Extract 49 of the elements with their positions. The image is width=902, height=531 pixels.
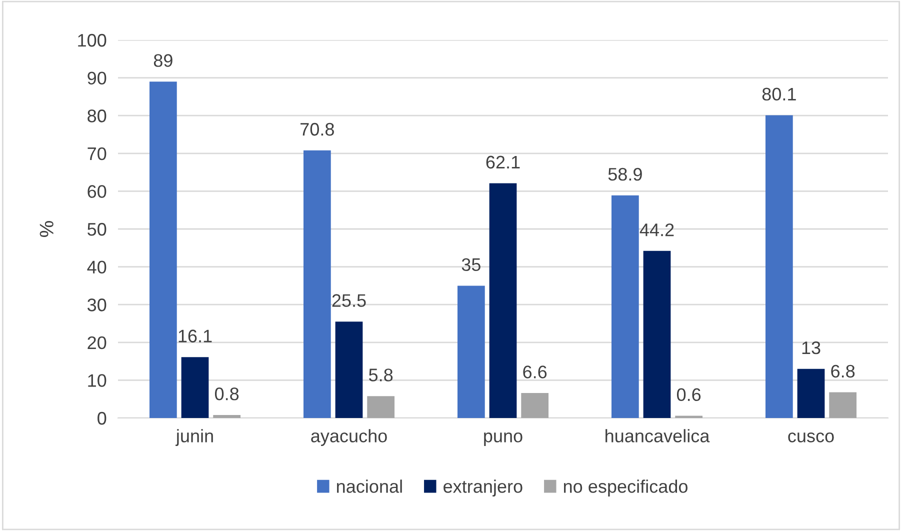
- y-tick-label: 50: [88, 222, 106, 236]
- x-tick-label: huancavelica: [606, 429, 710, 442]
- y-tick-label: 20: [88, 336, 106, 350]
- bar: [367, 396, 395, 418]
- y-tick-label: 100: [78, 34, 106, 47]
- bar: [303, 150, 331, 418]
- data-label: 13: [802, 341, 820, 354]
- y-tick-label: 80: [88, 110, 106, 122]
- x-tick-label: junin: [175, 429, 213, 446]
- y-tick-label: 10: [88, 374, 106, 387]
- data-label: 0.6: [676, 388, 701, 402]
- data-label: 5.8: [369, 368, 393, 382]
- bar: [521, 393, 549, 418]
- bar: [181, 357, 209, 418]
- bar: [829, 392, 857, 418]
- data-label: 0.8: [214, 388, 239, 400]
- y-tick-label: 0: [98, 412, 106, 425]
- legend-label: extranjero: [444, 480, 522, 496]
- y-tick-label: 90: [88, 72, 106, 85]
- data-label: 6.8: [831, 364, 855, 378]
- data-label: 35: [462, 258, 480, 272]
- bar: [149, 82, 177, 418]
- data-label: 58.9: [608, 168, 642, 181]
- data-label: 6.6: [523, 366, 547, 378]
- data-label: 44.2: [640, 223, 674, 236]
- y-tick-label: 60: [88, 185, 106, 198]
- data-label: 16.1: [178, 330, 212, 342]
- bar: [489, 183, 517, 418]
- bar: [797, 368, 825, 418]
- x-tick-label: ayacucho: [311, 429, 387, 446]
- y-axis-title: %: [40, 221, 54, 237]
- bar: [611, 195, 639, 418]
- data-label: 70.8: [300, 122, 334, 136]
- y-tick-label: 30: [87, 298, 106, 312]
- x-tick-label: puno: [484, 432, 522, 446]
- bar: [335, 322, 363, 418]
- data-label: 89: [154, 54, 172, 67]
- legend-label: no especificado: [564, 480, 688, 496]
- bar: [643, 250, 671, 418]
- bar: [765, 115, 793, 418]
- y-tick-label: 40: [87, 260, 106, 274]
- data-label: 62.1: [486, 156, 520, 169]
- legend-label: nacional: [337, 480, 402, 493]
- data-label: 80.1: [762, 88, 796, 101]
- bar: [213, 414, 241, 418]
- data-label: 25.5: [332, 294, 366, 307]
- bar: [457, 286, 485, 418]
- y-tick-label: 70: [88, 147, 106, 160]
- x-tick-label: cusco: [788, 432, 834, 442]
